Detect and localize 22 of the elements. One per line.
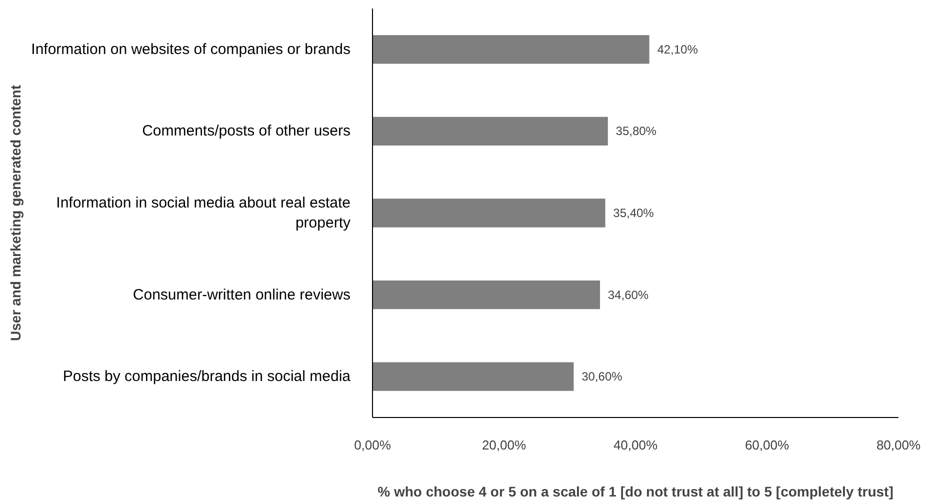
data-label: 34,60% xyxy=(608,288,649,302)
y-axis-title: User and marketing generated content xyxy=(8,84,24,341)
x-tick-label: 0,00% xyxy=(354,438,392,452)
bar xyxy=(372,198,606,228)
bar xyxy=(372,35,650,64)
y-tick-label: Posts by companies/brands in social media xyxy=(62,368,352,386)
bar xyxy=(372,116,608,146)
x-tick-label: 40,00% xyxy=(613,438,658,452)
x-tick-label: 20,00% xyxy=(482,438,526,452)
y-tick-label: Information on websites of companies or brands xyxy=(31,40,351,58)
data-label: 35,80% xyxy=(616,124,657,138)
data-label: 30,60% xyxy=(582,370,623,384)
data-label: 35,40% xyxy=(613,206,654,220)
y-tick-label: Consumer-written online reviews xyxy=(132,286,351,304)
data-label: 42,10% xyxy=(657,42,698,56)
x-tick-label: 80,00% xyxy=(876,438,921,452)
y-tick-label: Information in social media about real estate property xyxy=(56,194,351,232)
x-tick-label: 60,00% xyxy=(744,438,790,452)
y-tick-label: Comments/posts of other users xyxy=(142,122,351,140)
x-axis-title: % who choose 4 or 5 on a scale of 1 [do not trust at all] to 5 [completely trust] xyxy=(378,484,894,500)
bar xyxy=(372,280,600,310)
bar xyxy=(372,362,574,391)
